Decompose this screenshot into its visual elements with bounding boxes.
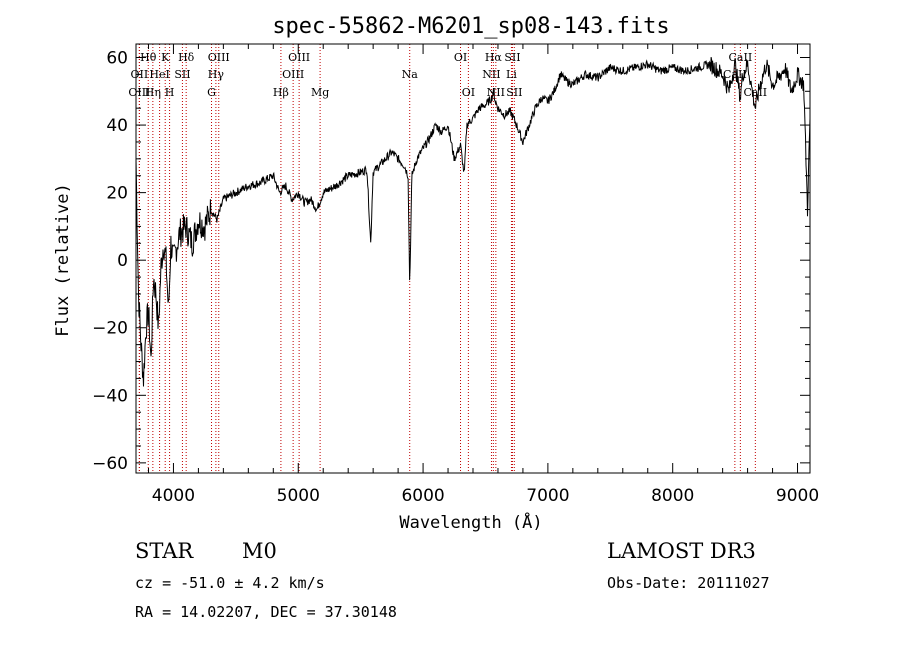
- y-tick-label: −60: [92, 454, 128, 474]
- emission-line-label: SII: [504, 51, 520, 64]
- emission-line-label: Na: [402, 68, 419, 81]
- emission-line-label: OIII: [128, 86, 150, 99]
- emission-line-label: OIII: [288, 51, 310, 64]
- spectrum-line: [135, 56, 811, 387]
- emission-line-label: Hβ: [273, 86, 289, 99]
- emission-line-label: HeI: [149, 68, 169, 81]
- axis-ticks: 4000 5000 6000 7000 8000 9000 −60 −40 −20 0 20 40 60: [92, 44, 819, 506]
- emission-line-label: NII: [487, 86, 505, 99]
- emission-line-label: G: [207, 86, 216, 99]
- emission-line-label: K: [161, 51, 170, 64]
- emission-line-label: Hδ: [178, 51, 195, 64]
- emission-line-label: Hγ: [208, 68, 225, 81]
- x-tick-label: 5000: [277, 486, 320, 506]
- emission-line-label: H: [165, 86, 175, 99]
- emission-line-label: OIII: [282, 68, 304, 81]
- coordinates: RA = 14.02207, DEC = 37.30148: [135, 603, 397, 621]
- emission-line-markers: [138, 44, 756, 473]
- object-subclass: M0: [242, 539, 277, 563]
- redshift-cz: cz = -51.0 ± 4.2 km/s: [135, 574, 325, 592]
- x-tick-label: 6000: [401, 486, 444, 506]
- y-tick-label: 0: [117, 251, 128, 271]
- emission-line-label: OIII: [208, 51, 230, 64]
- emission-line-label: Li: [506, 68, 517, 81]
- emission-line-label: OI: [462, 86, 475, 99]
- y-tick-label: −40: [92, 386, 128, 406]
- survey-name: LAMOST DR3: [607, 539, 756, 563]
- y-axis-label: Flux (relative): [53, 183, 73, 337]
- object-class: STAR: [135, 539, 194, 563]
- emission-line-label: SII: [174, 68, 190, 81]
- emission-line-label: CaII: [743, 86, 767, 99]
- emission-line-label: OI: [454, 51, 467, 64]
- x-tick-label: 7000: [526, 486, 569, 506]
- emission-line-label: SII: [506, 86, 522, 99]
- emission-line-label: Hη: [145, 86, 161, 99]
- y-tick-label: 40: [106, 116, 128, 136]
- x-tick-label: 4000: [152, 486, 195, 506]
- emission-line-label: Mg: [311, 86, 329, 99]
- y-tick-label: 60: [106, 49, 128, 69]
- y-tick-label: −20: [92, 319, 128, 339]
- x-tick-label: 8000: [651, 486, 694, 506]
- emission-line-label: OII: [131, 68, 149, 81]
- emission-line-label: Hθ: [140, 51, 157, 64]
- observation-date: Obs-Date: 20111027: [607, 574, 770, 592]
- x-tick-label: 9000: [776, 486, 819, 506]
- plot-frame: [135, 43, 811, 474]
- chart-title: spec-55862-M6201_sp08-143.fits: [272, 14, 669, 39]
- emission-line-label: NII: [482, 68, 500, 81]
- x-axis-label: Wavelength (Å): [399, 511, 542, 533]
- y-tick-label: 20: [106, 184, 128, 204]
- emission-line-label: CaII: [723, 68, 747, 81]
- emission-line-label: Hα: [485, 51, 503, 64]
- emission-line-label: CaII: [729, 51, 753, 64]
